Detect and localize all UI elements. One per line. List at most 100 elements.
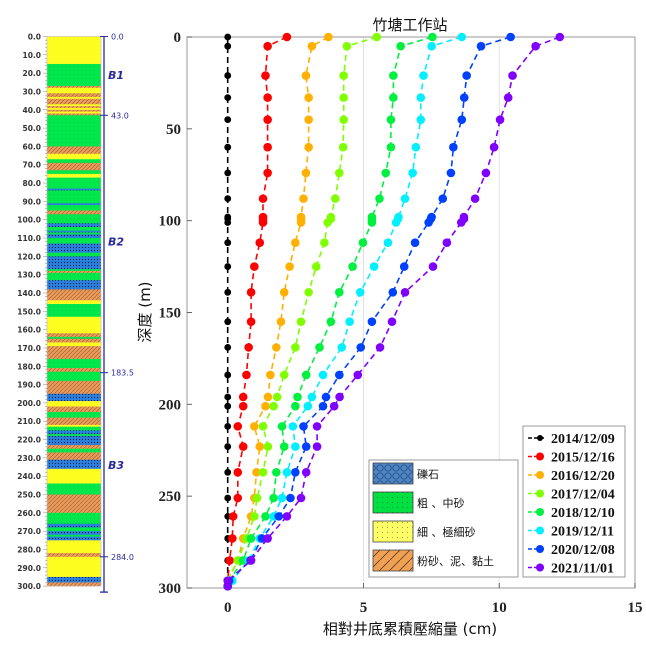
data-point <box>246 287 256 297</box>
data-point <box>400 194 410 203</box>
depth-label: 210.0 <box>17 417 41 426</box>
series-line <box>226 36 561 587</box>
data-point <box>312 442 322 451</box>
data-point <box>337 343 347 352</box>
depth-label: 300.0 <box>17 582 41 591</box>
layer-fine <box>47 173 101 178</box>
layer-gravel <box>47 393 101 402</box>
data-point <box>481 168 491 178</box>
data-point <box>263 41 272 51</box>
y-axis-label: 深度 (m) <box>136 281 154 342</box>
data-point <box>255 238 265 248</box>
data-point <box>301 168 311 178</box>
layer-gravel <box>47 243 101 253</box>
layer-silt <box>47 452 101 460</box>
series-2017/12/04 <box>223 32 382 591</box>
x-tick-label: 15 <box>628 600 643 616</box>
layer-fine <box>47 342 101 347</box>
lithology-label: 細 、極細砂 <box>417 525 476 539</box>
data-point <box>457 32 467 42</box>
data-point <box>301 71 311 80</box>
y-tick-label: 300 <box>159 581 182 597</box>
data-point <box>400 287 410 297</box>
layer-fine <box>47 468 101 484</box>
data-point <box>272 343 281 352</box>
legend-marker <box>536 526 544 535</box>
layer-fine <box>47 111 101 114</box>
data-point <box>335 392 344 402</box>
data-point <box>224 494 232 502</box>
legend-marker <box>537 435 543 441</box>
layer-silt <box>47 98 101 105</box>
layer-gravel <box>47 576 101 583</box>
data-point <box>388 287 398 297</box>
swatch-gravel <box>372 462 414 485</box>
depth-label: 30.0 <box>22 87 41 96</box>
depth-label: 260.0 <box>17 509 41 518</box>
data-point <box>223 581 233 591</box>
data-point <box>342 41 352 51</box>
zone-label: B1 <box>108 69 124 82</box>
data-point <box>358 238 368 248</box>
data-point <box>258 194 268 203</box>
lithology-label: 粉砂、泥、黏土 <box>417 554 494 568</box>
layer-coarse <box>47 534 101 537</box>
layer-fine <box>47 424 101 428</box>
data-point <box>224 33 232 41</box>
data-point <box>263 392 273 402</box>
data-point <box>321 392 331 402</box>
depth-label: 120.0 <box>17 252 41 261</box>
layer-silt <box>47 380 101 395</box>
y-tick-label: 0 <box>174 30 182 46</box>
data-point <box>282 32 292 42</box>
data-point <box>438 194 448 203</box>
data-point <box>233 422 243 431</box>
data-point <box>250 512 259 521</box>
data-point <box>272 467 281 477</box>
data-point <box>555 32 565 42</box>
legend-marker <box>536 508 544 516</box>
data-point <box>285 262 294 271</box>
layer-gravel <box>47 430 101 435</box>
lithology-label: 礫石 <box>417 467 439 481</box>
data-point <box>301 467 311 477</box>
depth-label: 170.0 <box>17 344 41 353</box>
data-point <box>372 32 382 42</box>
data-point <box>320 238 329 248</box>
layer-silt <box>47 289 101 301</box>
series-2015/12/16 <box>223 32 292 591</box>
data-point <box>263 168 272 178</box>
series-line <box>226 36 511 587</box>
data-point <box>408 168 417 178</box>
boundary-label: 0.0 <box>111 33 124 42</box>
data-point <box>258 422 268 431</box>
layer-silt <box>47 106 101 109</box>
data-point <box>224 263 232 270</box>
layer-coarse <box>47 512 101 525</box>
data-point <box>224 443 232 450</box>
data-point <box>224 72 232 79</box>
data-point <box>244 343 253 352</box>
depth-label: 130.0 <box>17 271 41 280</box>
layer-gravel <box>47 459 101 470</box>
layer-coarse <box>47 170 101 175</box>
depth-label: 280.0 <box>17 545 41 554</box>
data-point <box>224 371 232 379</box>
depth-label: 180.0 <box>17 362 41 371</box>
data-point <box>224 288 232 296</box>
data-point <box>233 467 243 477</box>
data-point <box>312 422 322 431</box>
data-point <box>252 493 262 503</box>
series-line <box>226 36 433 587</box>
depth-label: 0.0 <box>28 33 41 42</box>
layer-coarse <box>47 483 101 495</box>
data-point <box>224 343 232 351</box>
layer-silt <box>47 346 101 360</box>
data-point <box>335 370 344 380</box>
series-2021/11/01 <box>223 32 565 591</box>
legend-label: 2015/12/16 <box>551 451 615 466</box>
data-point <box>303 401 313 411</box>
data-point <box>274 512 284 521</box>
